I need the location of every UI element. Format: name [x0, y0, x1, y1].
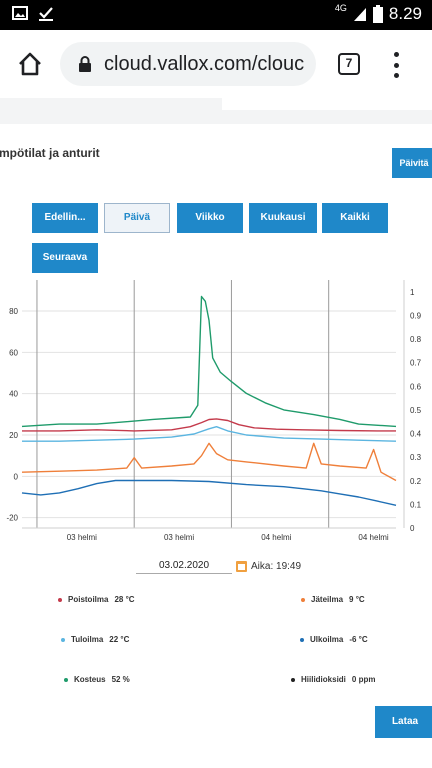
series-line-jäteilma — [21, 442, 397, 482]
page-header-band — [0, 98, 432, 124]
lock-icon — [79, 56, 91, 72]
status-left — [12, 5, 54, 21]
previous-button[interactable]: Edellin... — [32, 203, 98, 233]
legend-item-hiilidioksidi: Hiilidioksidi 0 ppm — [291, 675, 375, 684]
legend-dot — [301, 597, 305, 602]
home-icon[interactable] — [16, 50, 44, 78]
series-line-kosteus — [21, 295, 397, 428]
date-input[interactable] — [136, 558, 232, 574]
y-left-tick-label: 60 — [9, 348, 18, 357]
signal-icon — [353, 8, 366, 21]
all-button[interactable]: Kaikki — [322, 203, 388, 233]
legend-dot — [61, 637, 65, 642]
y-right-tick-label: 0.6 — [410, 382, 422, 391]
y-right-tick-label: 0.9 — [410, 311, 422, 320]
legend-name: Kosteus — [74, 675, 106, 684]
legend-name: Hiilidioksidi — [301, 675, 346, 684]
y-right-tick-label: 0.1 — [410, 500, 422, 509]
tab-switcher-button[interactable]: 7 — [338, 53, 360, 75]
chart-grid — [22, 280, 405, 529]
status-right: 4G 8.29 — [334, 3, 422, 24]
chart-series — [21, 295, 397, 506]
legend-name: Jäteilma — [311, 595, 344, 604]
y-left-tick-label: 40 — [9, 390, 18, 399]
legend-item-tuloilma: Tuloilma 22 °C — [61, 635, 129, 644]
legend-value: 28 °C — [114, 595, 135, 604]
x-tick-label: 04 helmi — [261, 533, 291, 542]
legend-dot — [64, 677, 68, 682]
y-right-tick-label: 0.3 — [410, 453, 422, 462]
load-button[interactable]: Lataa — [375, 706, 432, 738]
x-tick-label: 03 helmi — [164, 533, 194, 542]
legend-item-ulkoilma: Ulkoilma -6 °C — [300, 635, 368, 644]
week-button[interactable]: Viikko — [177, 203, 243, 233]
legend-value: -6 °C — [349, 635, 368, 644]
series-line-poistoilma — [22, 418, 396, 432]
legend-value: 22 °C — [109, 635, 130, 644]
legend-dot — [58, 597, 62, 602]
update-button[interactable]: Päivitä — [392, 148, 432, 178]
time-label: Aika: 19:49 — [251, 560, 302, 572]
image-notification-icon — [12, 6, 28, 20]
x-tick-label: 03 helmi — [67, 533, 97, 542]
next-button[interactable]: Seuraava — [32, 243, 98, 273]
legend-item-poistoilma: Poistoilma 28 °C — [58, 595, 135, 604]
y-right-tick-label: 0 — [410, 524, 415, 533]
browser-toolbar: cloud.vallox.com/clouc 7 — [0, 30, 432, 98]
legend-item-kosteus: Kosteus 52 % — [64, 675, 130, 684]
y-right-tick-label: 1 — [410, 288, 415, 297]
overflow-menu-icon[interactable] — [392, 52, 400, 78]
legend-name: Ulkoilma — [310, 635, 344, 644]
status-bar: 4G 8.29 — [0, 0, 432, 30]
network-type: 4G — [334, 3, 347, 13]
y-right-tick-label: 0.4 — [410, 430, 422, 439]
legend-dot — [300, 637, 304, 642]
chart-ticks: 80 60 40 20 0 -20 1 0.9 0.8 0.7 0.6 0.5 0.4 0.3 0.2 0.1… — [6, 288, 421, 542]
series-line-tuloilma — [22, 425, 397, 442]
legend-value: 0 ppm — [351, 675, 376, 684]
legend-value: 52 % — [111, 675, 130, 684]
y-right-tick-label: 0.2 — [410, 477, 422, 486]
calendar-icon[interactable] — [236, 560, 247, 572]
download-done-icon — [39, 7, 53, 21]
legend-dot — [291, 677, 295, 682]
x-tick-label: 04 helmi — [358, 533, 388, 542]
clock: 8.29 — [388, 4, 422, 23]
y-left-tick-label: 80 — [9, 307, 18, 316]
legend-name: Poistoilma — [68, 595, 109, 604]
sensor-chart: 80 60 40 20 0 -20 1 0.9 0.8 0.7 0.6 0.5 0.4 0.3 0.2 0.1… — [6, 280, 422, 542]
date-picker: Aika: 19:49 — [136, 558, 301, 574]
address-bar[interactable]: cloud.vallox.com/clouc — [60, 42, 316, 86]
y-left-tick-label: 20 — [9, 431, 18, 440]
legend-item-jateilma: Jäteilma 9 °C — [301, 595, 365, 604]
month-button[interactable]: Kuukausi — [249, 203, 317, 233]
y-left-tick-label: -20 — [6, 514, 18, 523]
y-left-tick-label: 0 — [14, 472, 19, 481]
url-text: cloud.vallox.com/clouc — [104, 52, 305, 75]
section-title: mpötilat ja anturit — [0, 146, 100, 160]
battery-icon — [372, 5, 383, 23]
legend-name: Tuloilma — [71, 635, 104, 644]
legend-value: 9 °C — [349, 595, 365, 604]
y-right-tick-label: 0.8 — [410, 335, 422, 344]
y-right-tick-label: 0.5 — [410, 406, 422, 415]
y-right-tick-label: 0.7 — [410, 359, 422, 368]
series-line-ulkoilma — [21, 479, 397, 506]
day-button[interactable]: Päivä — [104, 203, 170, 233]
